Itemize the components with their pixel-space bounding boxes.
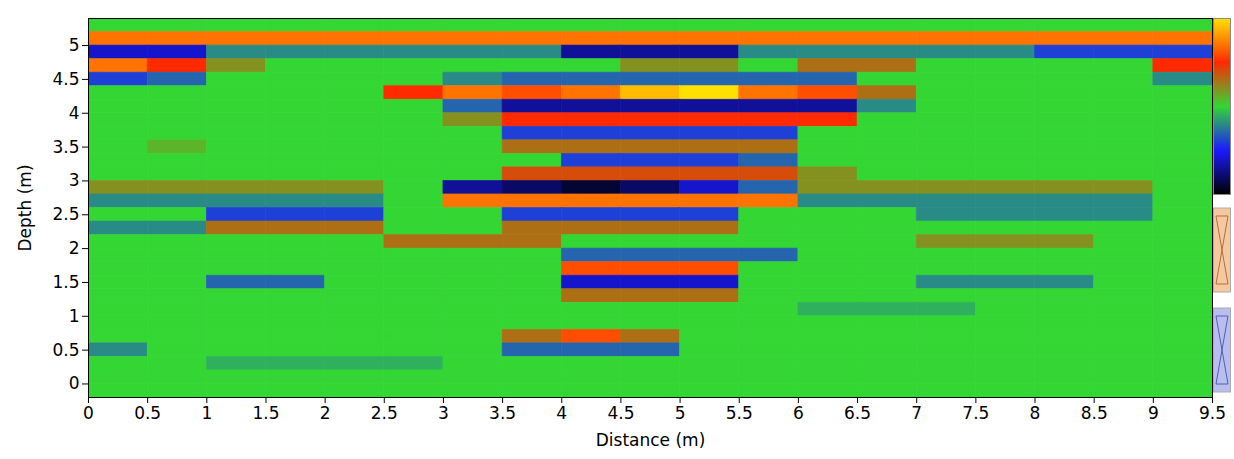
svg-text:3: 3 xyxy=(438,403,449,423)
svg-text:2: 2 xyxy=(69,238,80,258)
svg-text:0: 0 xyxy=(83,403,94,423)
svg-text:6: 6 xyxy=(793,403,804,423)
svg-text:Depth (m): Depth (m) xyxy=(15,164,35,251)
svg-text:1.5: 1.5 xyxy=(252,403,279,423)
svg-text:4.5: 4.5 xyxy=(607,403,634,423)
svg-text:4: 4 xyxy=(556,403,567,423)
svg-text:5: 5 xyxy=(69,35,80,55)
svg-text:2.5: 2.5 xyxy=(52,204,79,224)
svg-text:3.5: 3.5 xyxy=(52,137,79,157)
svg-text:4.5: 4.5 xyxy=(52,69,79,89)
svg-text:6.5: 6.5 xyxy=(844,403,871,423)
svg-text:0.5: 0.5 xyxy=(52,340,79,360)
svg-text:4: 4 xyxy=(69,103,80,123)
svg-text:1: 1 xyxy=(69,306,80,326)
svg-text:1: 1 xyxy=(201,403,212,423)
svg-text:8.5: 8.5 xyxy=(1081,403,1108,423)
svg-text:0: 0 xyxy=(69,373,80,393)
svg-text:5.5: 5.5 xyxy=(726,403,753,423)
svg-text:2: 2 xyxy=(320,403,331,423)
svg-text:3: 3 xyxy=(69,170,80,190)
svg-text:1.5: 1.5 xyxy=(52,272,79,292)
svg-text:8: 8 xyxy=(1030,403,1041,423)
svg-text:9.5: 9.5 xyxy=(1199,403,1226,423)
svg-text:0.5: 0.5 xyxy=(134,403,161,423)
svg-text:9: 9 xyxy=(1148,403,1159,423)
svg-text:Distance (m): Distance (m) xyxy=(596,430,706,450)
svg-text:5: 5 xyxy=(675,403,686,423)
svg-text:7: 7 xyxy=(911,403,922,423)
svg-text:2.5: 2.5 xyxy=(371,403,398,423)
svg-text:3.5: 3.5 xyxy=(489,403,516,423)
svg-text:7.5: 7.5 xyxy=(962,403,989,423)
